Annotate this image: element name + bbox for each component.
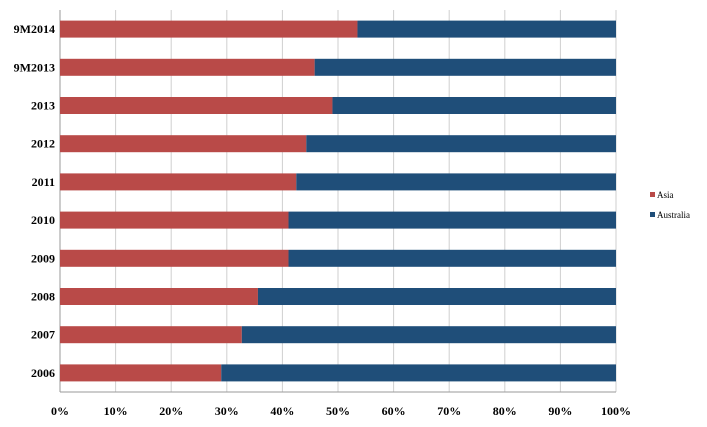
bar-australia-2006	[221, 364, 617, 382]
bar-australia-9m2014	[357, 20, 616, 38]
x-tick-label: 40%	[270, 404, 294, 418]
category-label: 2011	[32, 175, 55, 189]
legend-swatch-asia	[650, 192, 655, 197]
bar-asia-2008	[60, 288, 258, 305]
category-label: 2010	[31, 213, 55, 227]
x-tick-label: 70%	[437, 404, 461, 418]
bar-australia-2012	[306, 135, 616, 153]
bar-asia-9m2014	[60, 20, 358, 38]
bar-australia-2011	[296, 173, 616, 191]
bar-asia-2009	[60, 249, 289, 267]
category-label: 2008	[31, 290, 55, 304]
category-label: 2007	[31, 328, 55, 342]
x-tick-label: 30%	[215, 404, 239, 418]
bar-asia-9m2013	[60, 58, 315, 76]
category-label: 9M2014	[14, 22, 55, 36]
category-label: 2006	[31, 366, 55, 380]
bars	[60, 20, 617, 382]
bar-australia-9m2013	[314, 58, 616, 76]
legend-label-australia: Australia	[657, 210, 690, 220]
category-label: 2013	[31, 99, 55, 113]
x-tick-label: 10%	[104, 404, 128, 418]
bar-asia-2013	[60, 97, 333, 114]
bar-australia-2007	[241, 326, 616, 344]
bar-asia-2010	[60, 211, 289, 229]
bar-asia-2012	[60, 135, 307, 153]
x-tick-label: 60%	[382, 404, 406, 418]
category-label: 9M2013	[14, 60, 55, 74]
category-label: 2012	[31, 137, 55, 151]
x-tick-label: 100%	[601, 404, 631, 418]
bar-australia-2009	[288, 249, 616, 267]
legend-swatch-australia	[650, 212, 655, 217]
x-tick-label: 0%	[51, 404, 69, 418]
bar-asia-2006	[60, 364, 222, 382]
legend-label-asia: Asia	[657, 190, 674, 200]
bar-asia-2011	[60, 173, 297, 191]
bar-australia-2010	[288, 211, 616, 229]
x-tick-label: 80%	[493, 404, 517, 418]
x-tick-label: 20%	[159, 404, 183, 418]
axes: 0% 10% 20% 30% 40% 50% 60% 70% 80% 90% 100% 9M2014 9…	[14, 22, 631, 418]
bar-asia-2007	[60, 326, 242, 344]
bar-australia-2013	[332, 97, 616, 114]
legend: Asia Australia	[650, 190, 690, 220]
x-tick-label: 90%	[548, 404, 572, 418]
category-label: 2009	[31, 251, 55, 265]
bar-australia-2008	[257, 288, 616, 305]
x-tick-label: 50%	[326, 404, 350, 418]
